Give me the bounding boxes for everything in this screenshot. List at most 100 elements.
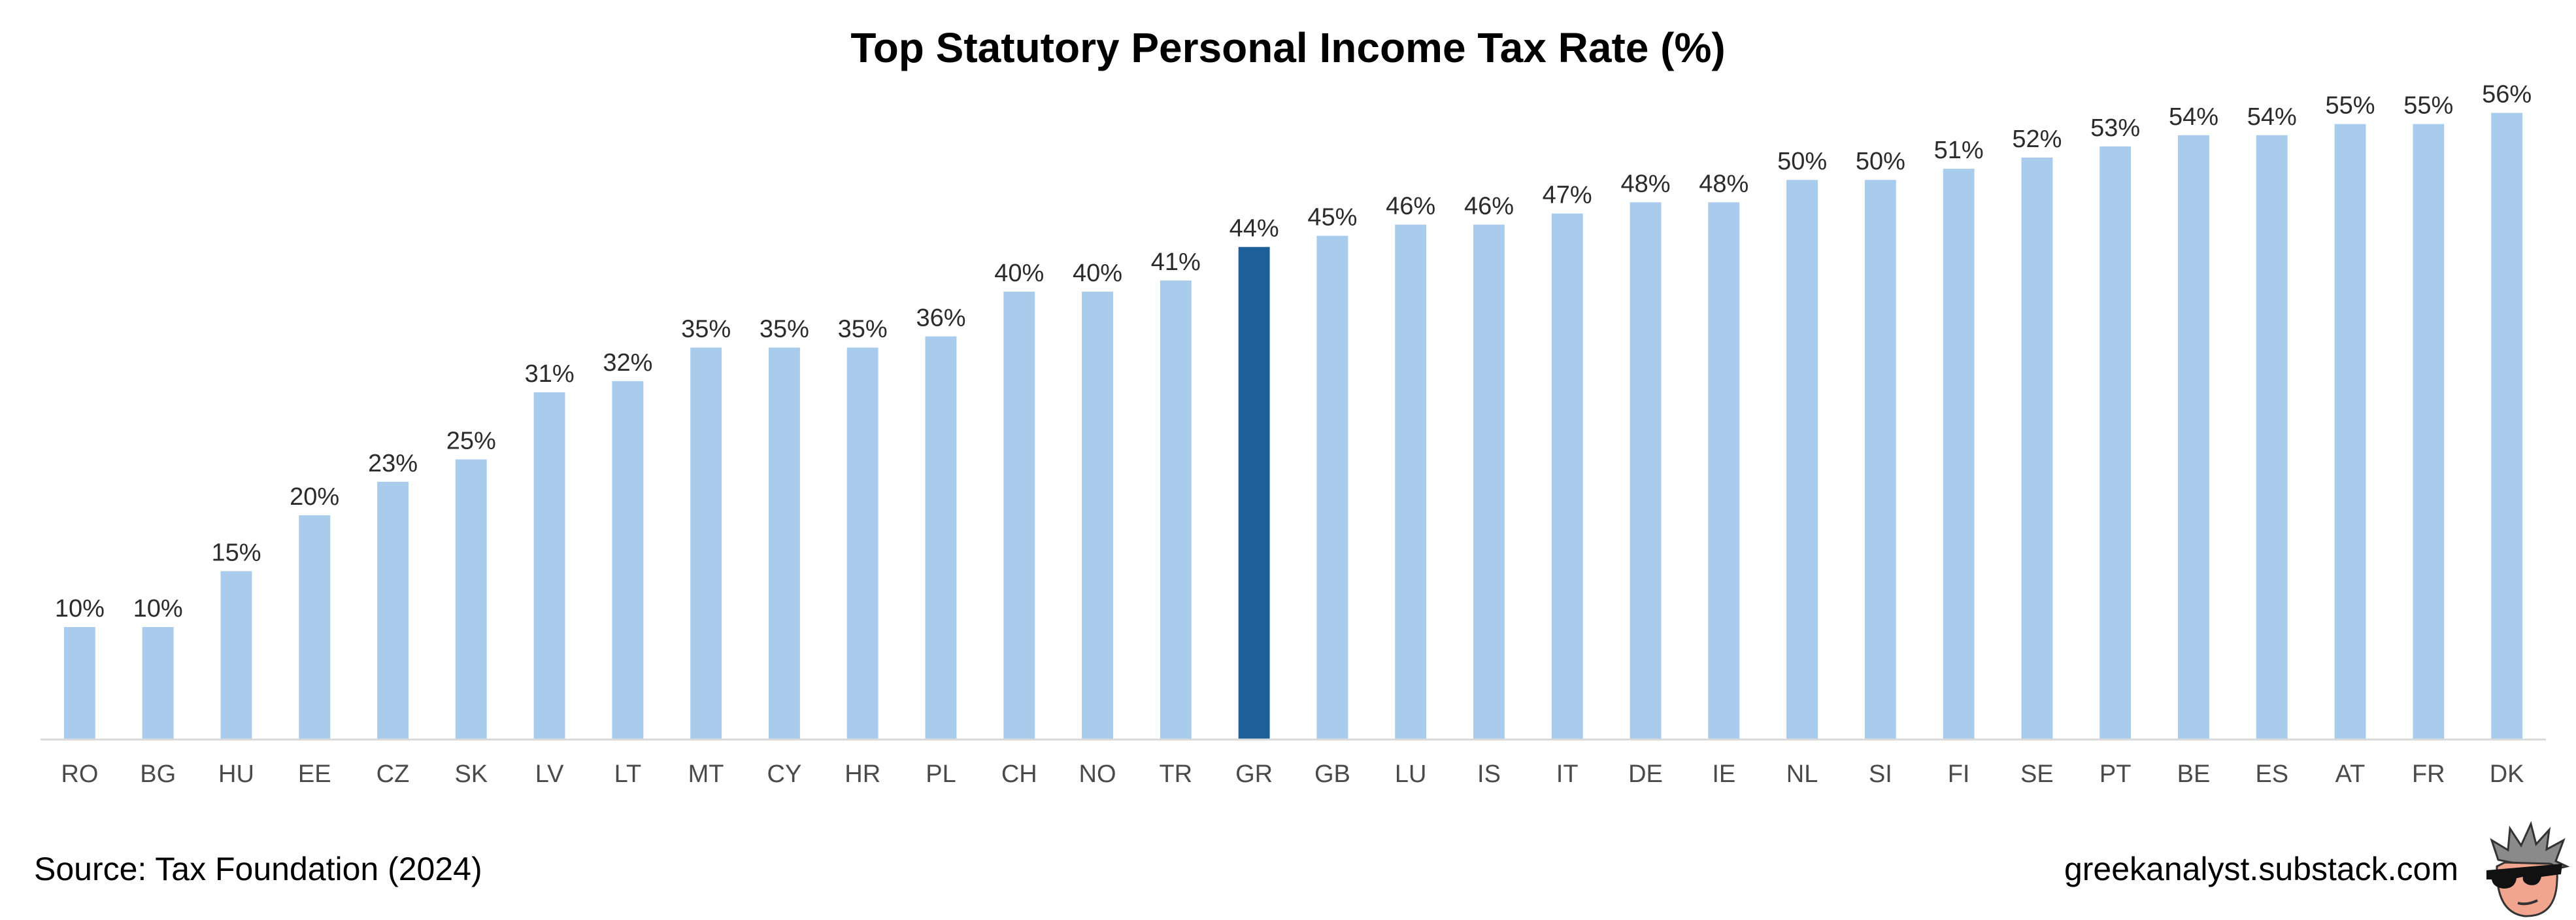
bar-ro — [63, 627, 95, 739]
tick-label-nl: NL — [1786, 760, 1818, 788]
data-label-ch: 40% — [994, 260, 1044, 287]
data-label-lt: 32% — [603, 349, 652, 377]
bar-si — [1864, 180, 1896, 739]
tick-label-it: IT — [1556, 760, 1579, 788]
bar-it — [1551, 213, 1583, 739]
data-label-ie: 48% — [1699, 170, 1748, 197]
tick-label-bg: BG — [140, 760, 176, 788]
bar-at — [2334, 124, 2366, 739]
data-label-pt: 53% — [2090, 114, 2140, 142]
data-label-gr: 44% — [1229, 215, 1279, 243]
bar-cy — [769, 347, 800, 739]
tick-label-de: DE — [1628, 760, 1663, 788]
tick-label-lt: LT — [614, 760, 642, 788]
data-label-tr: 41% — [1151, 248, 1201, 276]
data-labels-layer: 10% 10% 15% 20% 23% 25% 31% 32% 35% 35% 35% 36% 40% 4… — [55, 81, 2532, 622]
bar-es — [2256, 135, 2288, 740]
data-label-es: 54% — [2247, 103, 2297, 131]
data-label-hr: 35% — [838, 316, 888, 343]
bar-nl — [1786, 180, 1818, 739]
tick-label-si: SI — [1869, 760, 1892, 788]
data-label-se: 52% — [2012, 126, 2062, 153]
bar-fi — [1943, 169, 1975, 740]
bar-be — [2178, 135, 2209, 740]
bar-ie — [1708, 202, 1740, 739]
data-label-no: 40% — [1073, 260, 1122, 287]
tick-label-ro: RO — [61, 760, 98, 788]
data-label-hu: 15% — [211, 539, 261, 567]
tick-label-mt: MT — [688, 760, 724, 788]
bar-hu — [220, 571, 252, 739]
data-label-bg: 10% — [133, 595, 183, 622]
tick-label-be: BE — [2177, 760, 2211, 788]
bar-ee — [299, 515, 331, 739]
data-label-fr: 55% — [2403, 92, 2453, 120]
tick-label-se: SE — [2020, 760, 2054, 788]
bar-bg — [142, 627, 174, 739]
bar-hr — [846, 347, 878, 739]
data-label-sk: 25% — [446, 428, 496, 455]
tick-label-pl: PL — [926, 760, 956, 788]
data-label-de: 48% — [1620, 170, 1670, 197]
data-label-lv: 31% — [525, 360, 575, 388]
data-label-cy: 35% — [760, 316, 809, 343]
tick-label-cy: CY — [767, 760, 802, 788]
sunglasses-face-icon — [2486, 821, 2570, 917]
bar-lu — [1395, 224, 1427, 739]
data-label-lu: 46% — [1386, 193, 1435, 220]
tick-label-pt: PT — [2099, 760, 2132, 788]
data-label-cz: 23% — [368, 450, 418, 477]
data-label-at: 55% — [2325, 92, 2375, 120]
data-label-be: 54% — [2169, 103, 2218, 131]
tick-label-dk: DK — [2490, 760, 2524, 788]
bar-de — [1630, 202, 1662, 739]
site-credit-link[interactable]: greekanalyst.substack.com — [2064, 851, 2458, 887]
data-label-dk: 56% — [2482, 81, 2532, 109]
bar-dk — [2491, 112, 2523, 740]
tick-label-lv: LV — [535, 760, 564, 788]
bar-is — [1473, 224, 1505, 739]
bar-pt — [2099, 146, 2132, 739]
bar-fr — [2413, 124, 2445, 739]
tick-label-tr: TR — [1159, 760, 1192, 788]
data-label-ee: 20% — [290, 483, 339, 511]
source-note: Source: Tax Foundation (2024) — [34, 851, 482, 887]
bar-tr — [1160, 281, 1192, 739]
data-label-ro: 10% — [55, 595, 105, 622]
bar-gb — [1316, 235, 1348, 740]
bar-lt — [612, 381, 644, 739]
tick-label-is: IS — [1477, 760, 1501, 788]
data-label-nl: 50% — [1777, 148, 1827, 175]
bar-lv — [533, 392, 565, 739]
bar-gr — [1238, 247, 1270, 739]
data-label-fi: 51% — [1934, 137, 1984, 164]
tick-label-hu: HU — [218, 760, 254, 788]
bar-se — [2021, 158, 2053, 739]
tick-label-fr: FR — [2412, 760, 2445, 788]
tick-label-es: ES — [2255, 760, 2288, 788]
data-label-it: 47% — [1543, 182, 1592, 209]
bar-pl — [925, 336, 957, 739]
bars-layer — [63, 112, 2523, 740]
chart-title: Top Statutory Personal Income Tax Rate (… — [850, 24, 1726, 71]
tick-label-hr: HR — [845, 760, 880, 788]
tick-label-fi: FI — [1948, 760, 1970, 788]
bar-sk — [455, 459, 487, 739]
bar-ch — [1003, 292, 1035, 740]
tick-label-lu: LU — [1395, 760, 1427, 788]
tick-label-ie: IE — [1712, 760, 1735, 788]
data-label-is: 46% — [1464, 193, 1514, 220]
data-label-pl: 36% — [916, 305, 965, 332]
tick-label-cz: CZ — [376, 760, 410, 788]
tick-labels-layer: RO BG HU EE CZ SK LV LT MT CY HR PL CH NO TR GR GB LU IS IT… — [61, 760, 2524, 788]
data-label-gb: 45% — [1307, 204, 1357, 231]
bar-cz — [377, 481, 409, 739]
bar-mt — [690, 347, 722, 739]
tick-label-gb: GB — [1314, 760, 1350, 788]
tick-label-gr: GR — [1235, 760, 1273, 788]
tick-label-ee: EE — [298, 760, 331, 788]
tick-label-ch: CH — [1001, 760, 1037, 788]
tick-label-at: AT — [2335, 760, 2366, 788]
bar-no — [1082, 292, 1113, 740]
